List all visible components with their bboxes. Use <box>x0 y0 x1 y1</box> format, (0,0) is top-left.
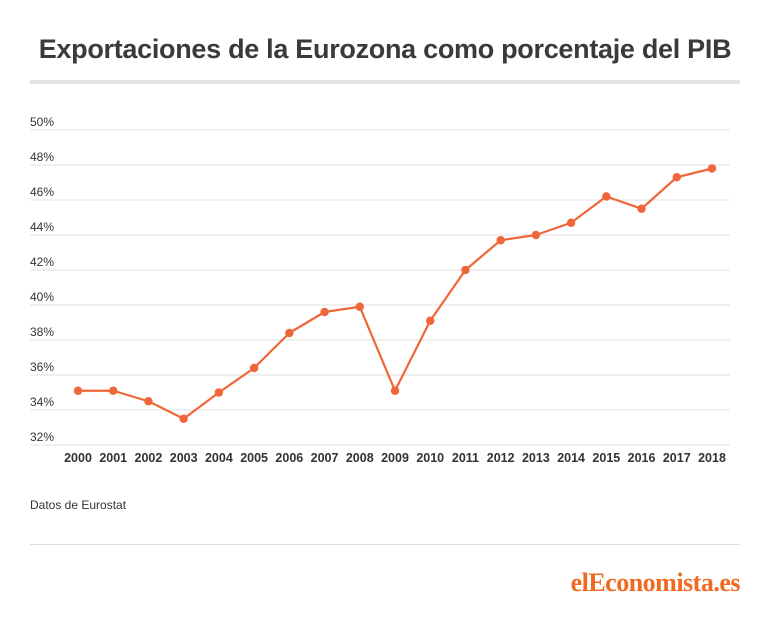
x-tick-label: 2003 <box>170 451 198 465</box>
source-note: Datos de Eurostat <box>30 498 127 512</box>
data-point <box>355 302 364 311</box>
data-point <box>214 388 224 397</box>
x-tick-label: 2012 <box>487 451 515 465</box>
data-point <box>637 204 646 213</box>
x-tick-label: 2001 <box>99 451 127 465</box>
x-tick-label: 2007 <box>311 451 339 465</box>
y-tick-label: 48% <box>30 150 54 164</box>
footer-divider <box>30 544 740 545</box>
x-tick-label: 2002 <box>135 451 163 465</box>
y-tick-label: 32% <box>30 430 54 444</box>
x-tick-label: 2017 <box>663 451 691 465</box>
x-tick-label: 2010 <box>416 451 444 465</box>
x-tick-label: 2000 <box>64 451 92 465</box>
y-tick-label: 42% <box>30 255 54 269</box>
x-tick-label: 2018 <box>698 451 726 465</box>
data-point <box>73 386 83 395</box>
data-point <box>109 386 118 395</box>
x-tick-label: 2011 <box>452 451 479 465</box>
y-axis-tick-labels: 32% 34% 36% 38% 40% 42% 44% 46% 48% 50% <box>30 115 54 444</box>
data-point <box>602 192 611 201</box>
x-tick-label: 2015 <box>592 451 620 465</box>
series-line <box>78 167 713 420</box>
eleconomista-logo: elEconomista.es <box>570 568 741 597</box>
series-layer <box>73 164 717 423</box>
y-tick-label: 40% <box>30 290 54 304</box>
data-point <box>566 218 576 227</box>
data-point <box>461 265 470 275</box>
x-axis-tick-labels: 2000 2001 2002 2003 2004 2005 2006 2007 2008 2009… <box>64 451 726 465</box>
chart-title: Exportaciones de la Eurozona como porcen… <box>38 34 732 64</box>
x-tick-label: 2006 <box>275 451 303 465</box>
y-tick-label: 38% <box>30 325 54 339</box>
y-tick-label: 44% <box>30 220 54 234</box>
data-point <box>672 173 681 182</box>
data-point <box>144 397 153 406</box>
y-tick-label: 34% <box>30 395 54 409</box>
data-point <box>531 230 541 240</box>
data-point <box>320 307 329 317</box>
data-point <box>285 328 294 338</box>
x-tick-label: 2009 <box>381 451 409 465</box>
x-tick-label: 2008 <box>346 451 374 465</box>
title-divider <box>30 80 740 84</box>
x-tick-label: 2013 <box>522 451 550 465</box>
y-tick-label: 50% <box>30 115 54 129</box>
data-point <box>496 236 505 245</box>
y-tick-label: 46% <box>30 185 54 199</box>
x-tick-label: 2014 <box>557 451 585 465</box>
x-tick-label: 2005 <box>240 451 268 465</box>
data-point <box>179 414 188 423</box>
x-tick-label: 2016 <box>628 451 656 465</box>
data-point <box>390 386 400 395</box>
y-tick-label: 36% <box>30 360 54 374</box>
data-point <box>707 164 717 173</box>
data-point <box>426 316 435 325</box>
data-point <box>249 363 259 373</box>
x-tick-label: 2004 <box>205 451 233 465</box>
